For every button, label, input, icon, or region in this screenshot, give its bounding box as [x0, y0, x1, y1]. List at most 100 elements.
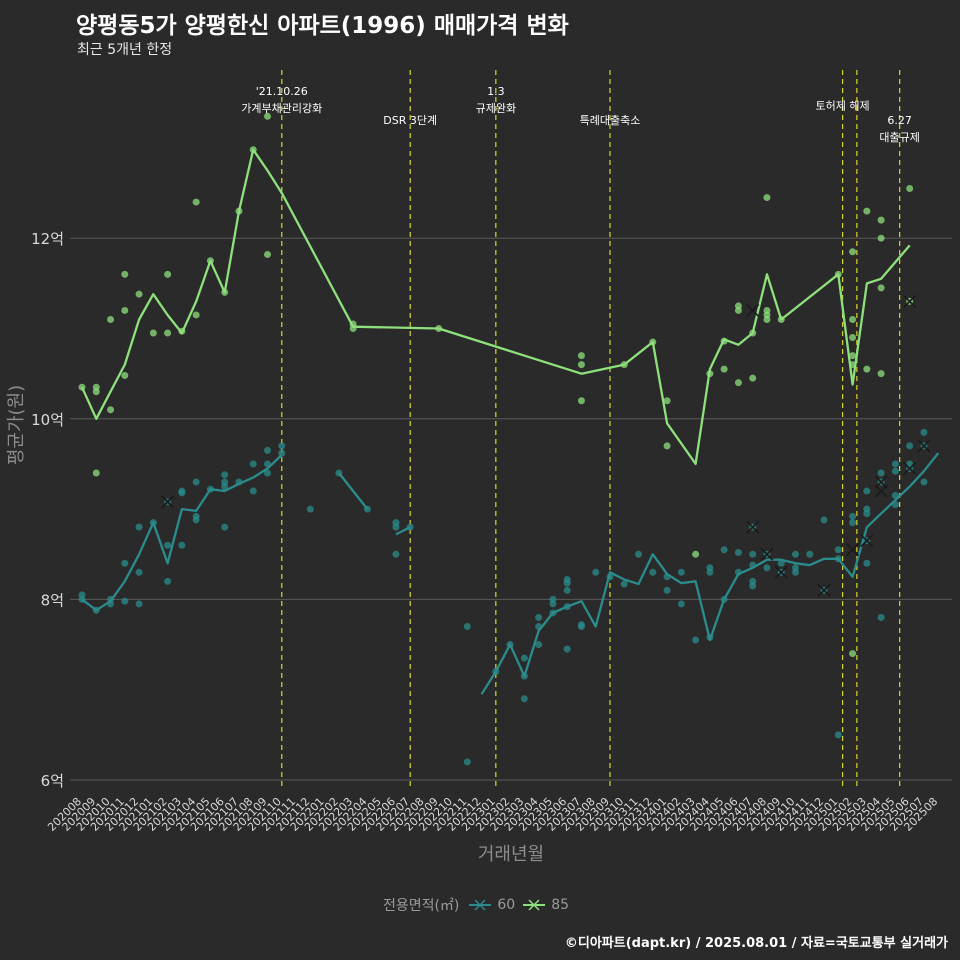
data-point-60 [763, 564, 771, 572]
event-label: 가계부채관리강화 [241, 102, 322, 115]
chart-title: 양평동5가 양평한신 아파트(1996) 매매가격 변화 [76, 13, 569, 39]
data-point-60 [264, 446, 272, 454]
data-point-60 [906, 442, 914, 450]
data-point-60 [834, 731, 842, 739]
data-point-85 [863, 365, 871, 373]
data-point-85 [121, 306, 129, 314]
legend-key-60-icon [469, 899, 492, 911]
data-point-85 [763, 311, 771, 319]
y-tick-label: 6억 [41, 772, 64, 790]
data-point-60 [563, 576, 571, 584]
y-axis-title: 평균가(원) [6, 385, 27, 465]
data-point-60 [677, 600, 685, 608]
cross-marker-60 [817, 583, 831, 597]
cross-marker-60 [917, 439, 931, 453]
chart-subtitle: 최근 5개년 한정 [77, 42, 173, 58]
data-point-85 [663, 442, 671, 450]
data-point-60 [792, 550, 799, 558]
data-point-85 [849, 248, 857, 256]
data-point-60 [692, 636, 700, 644]
data-point-85 [749, 374, 757, 382]
data-point-60 [863, 487, 871, 495]
data-point-85 [692, 550, 700, 558]
data-point-85 [720, 365, 728, 373]
legend-item-85: 85 [523, 897, 569, 913]
data-point-60 [635, 550, 643, 558]
data-point-60 [135, 523, 143, 531]
data-point-60 [877, 469, 885, 477]
cross-marker-85 [746, 303, 760, 318]
cross-marker-60 [846, 543, 860, 557]
data-point-85 [264, 250, 272, 258]
data-point-60 [520, 695, 528, 703]
data-point-85 [734, 379, 742, 387]
series-line-60 [480, 452, 940, 695]
data-point-85 [192, 311, 200, 319]
series-line-85 [80, 148, 911, 466]
data-point-85 [135, 290, 143, 298]
data-point-60 [192, 478, 200, 486]
data-point-60 [649, 568, 657, 576]
data-point-60 [392, 550, 400, 558]
cross-marker-60 [860, 534, 874, 548]
data-point-60 [221, 523, 229, 531]
data-point-85 [149, 329, 157, 337]
cross-marker-60 [903, 461, 917, 476]
data-point-60 [278, 449, 286, 457]
data-point-85 [734, 302, 742, 310]
data-point-85 [107, 315, 115, 323]
event-label: 6.27 [887, 114, 912, 127]
data-point-60 [121, 597, 129, 605]
data-point-60 [891, 467, 899, 475]
data-point-60 [520, 654, 528, 662]
legend-key-85-icon [523, 899, 546, 911]
y-tick-label: 8억 [41, 591, 64, 609]
data-point-85 [92, 469, 100, 477]
series-line-60 [395, 526, 411, 536]
data-point-85 [877, 284, 885, 292]
data-point-60 [463, 758, 471, 766]
data-point-60 [577, 621, 585, 629]
data-point-60 [749, 550, 757, 558]
legend: 전용면적(㎡) 60 85 [0, 895, 960, 915]
data-point-60 [178, 541, 186, 549]
data-point-60 [849, 519, 857, 527]
data-point-60 [620, 580, 628, 588]
data-point-85 [121, 371, 129, 379]
data-point-60 [264, 469, 272, 477]
data-point-60 [720, 546, 728, 554]
data-point-60 [178, 487, 186, 495]
data-point-85 [849, 334, 857, 342]
data-point-60 [192, 512, 200, 520]
data-point-85 [849, 650, 857, 658]
data-point-60 [592, 568, 600, 576]
series-line-60 [81, 454, 283, 612]
data-point-60 [663, 586, 671, 594]
data-point-60 [563, 645, 571, 653]
data-point-60 [834, 546, 842, 554]
event-label: 토허제 해제 [816, 99, 870, 113]
data-point-60 [863, 505, 871, 513]
data-point-60 [749, 577, 757, 585]
data-point-60 [249, 460, 257, 468]
data-point-85 [577, 352, 585, 360]
data-point-60 [278, 442, 286, 450]
data-point-85 [107, 406, 115, 414]
event-label: '21.10.26 [256, 85, 308, 98]
data-point-85 [663, 397, 671, 405]
event-label: 1.3 [487, 85, 505, 98]
cross-marker-60 [760, 547, 774, 561]
cross-marker-60 [774, 565, 788, 579]
data-point-85 [577, 397, 585, 405]
data-point-85 [577, 361, 585, 369]
data-point-85 [906, 185, 914, 193]
data-point-85 [192, 198, 200, 206]
data-point-60 [249, 487, 257, 495]
event-label: DSR 3단계 [383, 114, 437, 127]
data-point-60 [549, 595, 557, 603]
data-point-60 [863, 559, 871, 567]
data-point-60 [777, 559, 785, 567]
cross-marker-60 [161, 495, 175, 509]
data-point-85 [863, 207, 871, 215]
